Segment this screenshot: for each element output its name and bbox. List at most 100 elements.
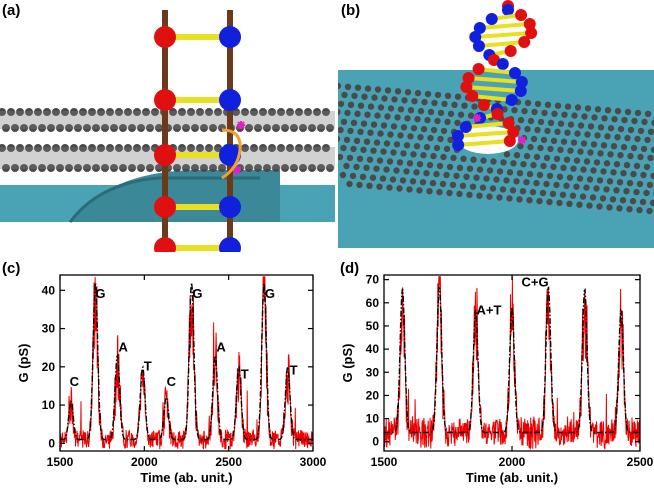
carbon-atom: [600, 142, 608, 149]
carbon-atom: [38, 164, 46, 172]
carbon-atom: [263, 164, 271, 172]
carbon-atom: [340, 118, 348, 126]
carbon-atom: [182, 164, 190, 172]
panel-label-b: (b): [341, 2, 361, 19]
carbon-atom: [338, 108, 341, 116]
carbon-atom: [360, 120, 368, 127]
carbon-atom: [633, 188, 640, 196]
carbon-atom: [97, 144, 105, 152]
carbon-atom: [490, 158, 497, 165]
carbon-atom: [516, 196, 523, 203]
base-pair-rung: [479, 22, 530, 30]
carbon-atom: [390, 149, 397, 156]
carbon-atom: [360, 146, 367, 153]
carbon-atom: [419, 179, 427, 186]
carbon-atom: [404, 89, 412, 96]
x-tick-label: 2500: [627, 455, 654, 469]
dna-helix: [451, 0, 538, 151]
carbon-atom: [393, 167, 400, 174]
carbon-atom: [29, 164, 37, 172]
carbon-atom: [196, 144, 204, 152]
carbon-atom: [25, 108, 33, 116]
base-pair-rung: [165, 152, 230, 158]
carbon-atom: [0, 108, 6, 116]
carbon-atom: [353, 163, 360, 171]
carbon-atom: [317, 164, 325, 172]
carbon-atom: [299, 164, 307, 172]
carbon-atom: [539, 189, 547, 197]
carbon-atom: [609, 196, 617, 203]
carbon-atom: [576, 201, 583, 208]
carbon-atom: [634, 109, 642, 117]
carbon-atom: [546, 198, 553, 206]
carbon-atom: [500, 159, 507, 166]
peak-annotation: G: [95, 286, 105, 301]
carbon-atom: [526, 170, 534, 178]
carbon-atom: [133, 144, 141, 152]
base-blue: [219, 237, 241, 252]
carbon-atom: [361, 93, 368, 100]
carbon-atom: [564, 129, 571, 136]
carbon-atom: [524, 125, 531, 133]
base-pair-rung: [458, 139, 510, 147]
x-tick-label: 2000: [131, 455, 158, 469]
carbon-atom: [20, 164, 28, 172]
carbon-atom: [461, 102, 468, 109]
carbon-atom: [363, 164, 370, 171]
carbon-atom: [341, 91, 348, 99]
y-tick-label: 50: [366, 319, 380, 333]
carbon-atom: [2, 164, 10, 172]
peak-annotation: C: [167, 374, 177, 389]
carbon-atom: [434, 117, 441, 125]
carbon-atom: [370, 121, 378, 128]
carbon-atom: [527, 117, 535, 125]
carbon-atom: [11, 164, 19, 172]
carbon-atom: [597, 150, 604, 157]
carbon-atom: [573, 183, 580, 190]
carbon-atom: [526, 197, 533, 204]
carbon-atom: [430, 126, 438, 134]
carbon-atom: [322, 144, 330, 152]
carbon-atom: [444, 118, 451, 126]
carbon-atom: [476, 166, 484, 173]
carbon-atom: [413, 143, 421, 150]
carbon-atom: [397, 132, 404, 139]
carbon-atom: [457, 111, 465, 118]
carbon-atom: [409, 178, 417, 185]
carbon-atom: [245, 164, 253, 172]
carbon-atom: [394, 88, 402, 95]
carbon-atom: [43, 144, 51, 152]
carbon-atom: [379, 175, 387, 182]
base-blue: [514, 85, 527, 97]
carbon-atom: [178, 144, 186, 152]
carbon-atom: [459, 182, 467, 189]
carbon-atom: [437, 109, 445, 117]
carbon-atom: [644, 110, 652, 118]
carbon-atom: [447, 136, 454, 144]
carbon-atom: [630, 144, 638, 152]
carbon-atom: [627, 152, 634, 160]
carbon-atom: [7, 144, 15, 152]
carbon-atom: [524, 99, 532, 107]
carbon-atom: [187, 144, 195, 152]
carbon-atom: [205, 108, 213, 116]
carbon-atom: [541, 109, 548, 117]
carbon-atom: [374, 112, 381, 119]
backbone-left: [162, 10, 168, 252]
carbon-atom: [407, 107, 415, 114]
carbon-atom: [540, 136, 548, 144]
carbon-atom: [16, 108, 24, 116]
carbon-atom: [544, 101, 552, 109]
carbon-atom: [277, 144, 285, 152]
carbon-atom: [637, 127, 645, 135]
carbon-atom: [600, 168, 607, 175]
carbon-atom: [651, 119, 654, 126]
base-pair-rung: [165, 204, 230, 210]
carbon-atom: [29, 124, 37, 132]
base-pair-rung: [165, 245, 230, 251]
x-axis-label: Time (ab. unit.): [466, 470, 558, 485]
carbon-atom: [536, 197, 543, 205]
carbon-atom: [554, 128, 561, 135]
base-red: [523, 18, 536, 30]
carbon-atom: [424, 90, 432, 98]
